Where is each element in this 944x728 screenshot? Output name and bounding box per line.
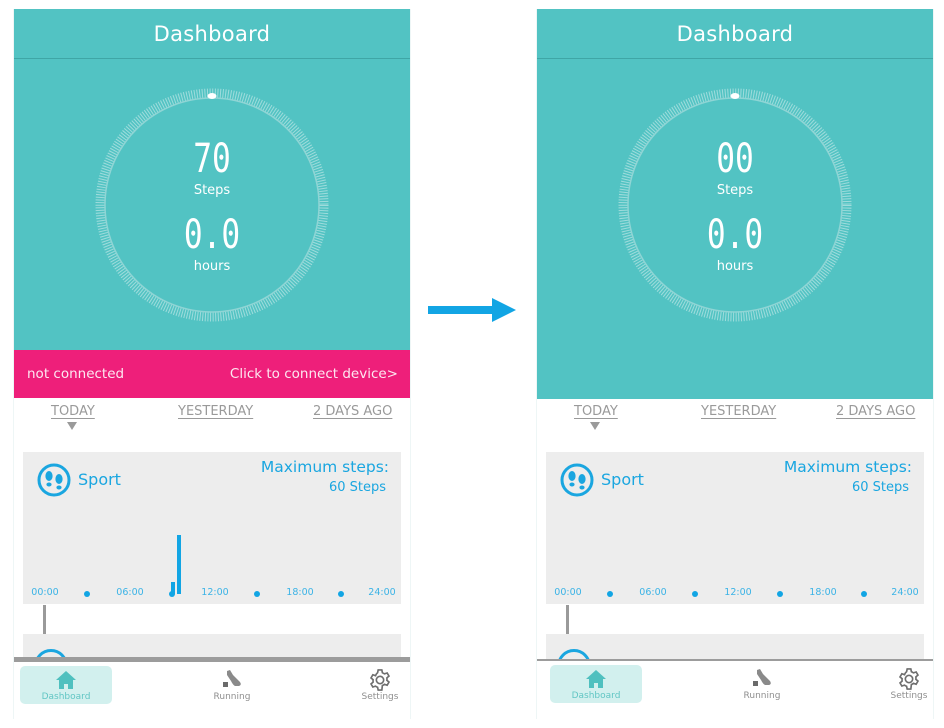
- x-tick-dot: [692, 591, 698, 597]
- hours-value: 0.0: [183, 212, 241, 258]
- x-tick-label: 06:00: [116, 587, 144, 598]
- connect-device-banner[interactable]: not connected Click to connect device>: [14, 350, 410, 398]
- selected-tab-marker-icon: [590, 422, 600, 430]
- hours-label: hours: [716, 259, 754, 274]
- steps-chart: 00:00 06:00 12:00 18:00 24:00: [23, 452, 401, 604]
- x-tick-dot: [777, 591, 783, 597]
- tab-dashboard[interactable]: Dashboard: [20, 666, 112, 704]
- max-steps-title: Maximum steps:: [260, 458, 389, 476]
- x-tick-dot: [254, 591, 260, 597]
- progress-ring-icon: [95, 88, 329, 322]
- connect-device-link[interactable]: Click to connect device>: [229, 366, 398, 382]
- page-title: Dashboard: [153, 21, 271, 46]
- tab-running[interactable]: Running: [186, 666, 278, 704]
- footprints-icon: [37, 463, 71, 497]
- chart-bar: [177, 535, 181, 594]
- tab-settings[interactable]: Settings: [334, 666, 410, 704]
- x-tick-label: 12:00: [724, 587, 752, 598]
- app-header: Dashboard: [14, 9, 410, 59]
- selected-tab-marker-icon: [67, 422, 77, 430]
- summary-panel: 70 Steps 0.0 hours: [14, 59, 410, 350]
- tab-yesterday[interactable]: YESTERDAY: [701, 404, 777, 419]
- steps-chart: 00:00 06:00 12:00 18:00 24:00: [546, 452, 924, 604]
- chart-bar: [171, 582, 175, 594]
- tab-label: Settings: [361, 692, 399, 702]
- x-tick-label: 12:00: [201, 587, 229, 598]
- max-steps-value: 60 Steps: [328, 480, 386, 495]
- tab-dashboard[interactable]: Dashboard: [550, 665, 642, 703]
- progress-ring: 70 Steps 0.0 hours: [94, 87, 330, 323]
- tab-settings[interactable]: Settings: [863, 665, 933, 703]
- x-tick-label: 18:00: [809, 587, 837, 598]
- summary-panel: 00 Steps 0.0 hours: [537, 59, 933, 399]
- day-tabs: TODAY YESTERDAY 2 DAYS AGO: [14, 404, 410, 434]
- progress-ring-icon: [618, 88, 852, 322]
- tab-2-days-ago[interactable]: 2 DAYS AGO: [836, 404, 916, 419]
- home-icon: [56, 671, 76, 689]
- max-steps-title: Maximum steps:: [783, 458, 912, 476]
- x-tick-label: 24:00: [891, 587, 919, 598]
- tab-label: Dashboard: [571, 691, 621, 701]
- bottom-tab-bar: Dashboard Running Settings: [537, 659, 933, 719]
- tab-label: Running: [743, 691, 781, 701]
- bottom-tab-bar: Dashboard Running Settings: [14, 657, 410, 717]
- running-shoe-icon: [223, 670, 241, 687]
- timeline-connector: [566, 605, 569, 634]
- tab-label: Dashboard: [41, 692, 91, 702]
- steps-label: Steps: [716, 183, 754, 198]
- app-header: Dashboard: [537, 9, 933, 59]
- running-shoe-icon: [753, 669, 771, 686]
- tab-2-days-ago[interactable]: 2 DAYS AGO: [313, 404, 393, 419]
- steps-value: 70: [193, 136, 231, 182]
- x-tick-dot: [861, 591, 867, 597]
- gear-icon: [369, 669, 391, 691]
- page-title: Dashboard: [676, 21, 794, 46]
- x-tick-dot: [169, 591, 175, 597]
- x-tick-label: 00:00: [554, 587, 582, 598]
- screen-before: Dashboard 70 Steps 0.0 hours not connect…: [13, 9, 411, 719]
- tab-today[interactable]: TODAY: [574, 404, 618, 419]
- progress-ring: 00 Steps 0.0 hours: [617, 87, 853, 323]
- sport-title: Sport: [601, 470, 644, 489]
- tab-yesterday[interactable]: YESTERDAY: [178, 404, 254, 419]
- hours-label: hours: [193, 259, 231, 274]
- tab-running[interactable]: Running: [716, 665, 808, 703]
- x-tick-label: 18:00: [286, 587, 314, 598]
- sport-card[interactable]: Sport Maximum steps: 60 Steps 00:00 06:0…: [546, 452, 924, 604]
- max-steps-value: 60 Steps: [851, 480, 909, 495]
- timeline-connector: [43, 605, 46, 634]
- steps-value: 00: [716, 136, 754, 182]
- x-tick-label: 24:00: [368, 587, 396, 598]
- hours-value: 0.0: [706, 212, 764, 258]
- tab-label: Settings: [890, 691, 928, 701]
- steps-label: Steps: [193, 183, 231, 198]
- x-tick-dot: [338, 591, 344, 597]
- arrow-right-icon: [428, 298, 516, 322]
- tab-label: Running: [213, 692, 251, 702]
- day-tabs: TODAY YESTERDAY 2 DAYS AGO: [537, 404, 933, 434]
- connection-status: not connected: [27, 366, 125, 382]
- x-tick-dot: [607, 591, 613, 597]
- screen-after: Dashboard 00 Steps 0.0 hours TODAY YESTE…: [536, 9, 934, 719]
- x-tick-label: 00:00: [31, 587, 59, 598]
- home-icon: [586, 670, 606, 688]
- x-tick-dot: [84, 591, 90, 597]
- x-tick-label: 06:00: [639, 587, 667, 598]
- sport-title: Sport: [78, 470, 121, 489]
- gear-icon: [898, 668, 920, 690]
- tab-today[interactable]: TODAY: [51, 404, 95, 419]
- footprints-icon: [560, 463, 594, 497]
- sport-card[interactable]: Sport Maximum steps: 60 Steps 00:00 06:0…: [23, 452, 401, 604]
